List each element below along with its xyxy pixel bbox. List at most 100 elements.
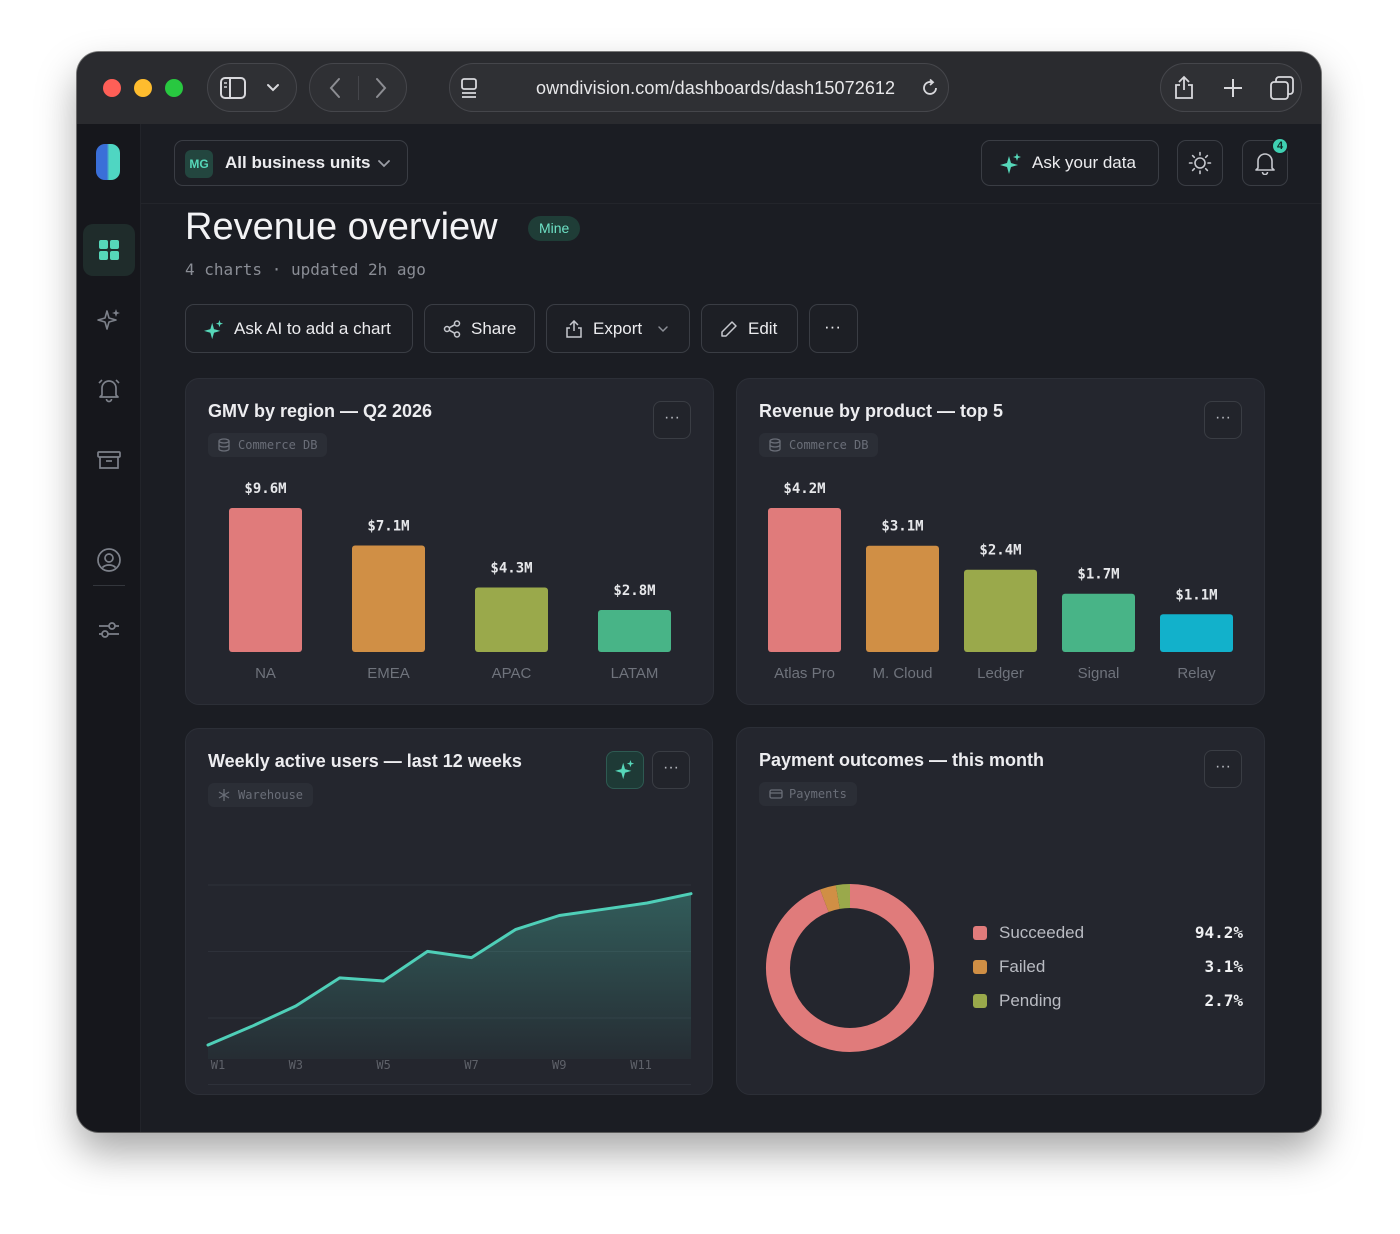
source-tag: Payments — [759, 782, 857, 806]
ask-your-data-button[interactable]: Ask your data — [981, 140, 1159, 186]
owner-badge: Mine — [528, 216, 581, 241]
chart-card-gmv: GMV by region — Q2 2026 Commerce DB ··· … — [185, 378, 714, 705]
minimize-window-button[interactable] — [134, 79, 152, 97]
theme-toggle-button[interactable] — [1177, 140, 1223, 186]
slice-failed[interactable] — [820, 885, 841, 913]
chart-title: GMV by region — Q2 2026 — [208, 401, 433, 421]
bar-latam[interactable] — [598, 610, 671, 652]
sidebar-divider — [93, 585, 125, 586]
more-actions-button[interactable]: ··· — [809, 304, 858, 353]
business-unit-select[interactable]: MG All business units — [174, 140, 408, 186]
chart-card-payments: Payment outcomes — this month Payments ·… — [736, 727, 1265, 1095]
bar-relay[interactable] — [1160, 614, 1233, 652]
bar-category-label: M. Cloud — [872, 665, 932, 682]
bar-atlas-pro[interactable] — [768, 508, 841, 652]
x-tick-label: W1 — [211, 1058, 225, 1072]
sidebar-item-dashboards[interactable] — [83, 224, 135, 276]
bar-value-label: $9.6M — [244, 481, 286, 497]
notification-count-badge: 4 — [1271, 137, 1289, 155]
user-circle-icon — [97, 548, 121, 572]
bar-apac[interactable] — [475, 587, 548, 653]
legend-value: 2.7% — [1204, 991, 1243, 1010]
share-button[interactable]: Share — [424, 304, 535, 353]
sidebar-item-archive[interactable] — [83, 434, 135, 486]
ai-insight-button[interactable] — [606, 751, 644, 789]
legend-swatch — [973, 960, 987, 974]
gmv-bar-chart: $9.6M NA $7.1M EMEA $4.3M APAC $2.8M LATAM — [229, 481, 671, 682]
bar-category-label: LATAM — [611, 665, 659, 682]
legend-item-failed: Failed 3.1% — [973, 955, 1243, 979]
browser-window: owndivision.com/dashboards/dash15072612 — [77, 52, 1321, 1132]
edit-button[interactable]: Edit — [701, 304, 798, 353]
x-tick-label: W3 — [289, 1058, 303, 1072]
slice-succeeded[interactable] — [766, 884, 934, 1052]
sparkle-icon — [1000, 153, 1021, 174]
bar-signal[interactable] — [1062, 593, 1135, 652]
source-tag: Warehouse — [208, 783, 314, 807]
sidebar-toggle-button[interactable] — [207, 63, 297, 112]
chevron-down-icon — [378, 160, 390, 168]
more-actions-label: ··· — [824, 317, 841, 336]
forward-icon[interactable] — [374, 77, 388, 99]
grid-icon — [99, 240, 119, 260]
bar-value-label: $4.3M — [490, 561, 532, 577]
source-label: Commerce DB — [238, 438, 318, 452]
bar-value-label: $3.1M — [881, 519, 923, 535]
legend-swatch — [973, 994, 987, 1008]
close-window-button[interactable] — [103, 79, 121, 97]
legend-label: Succeeded — [999, 923, 1085, 942]
back-icon[interactable] — [328, 77, 342, 99]
address-bar[interactable]: owndivision.com/dashboards/dash15072612 — [449, 63, 949, 112]
app-logo — [96, 144, 120, 180]
legend-value: 3.1% — [1204, 957, 1243, 976]
ask-ai-add-chart-button[interactable]: Ask AI to add a chart — [185, 304, 413, 353]
chart-more-button[interactable]: ··· — [653, 401, 691, 439]
chart-card-product: Revenue by product — top 5 Commerce DB ·… — [736, 378, 1265, 705]
database-icon — [218, 438, 230, 452]
bar-category-label: APAC — [492, 665, 532, 682]
app-header: MG All business units Ask your data — [141, 124, 1321, 204]
new-tab-icon[interactable] — [1222, 77, 1244, 99]
reload-icon[interactable] — [920, 78, 940, 98]
bar-m-cloud[interactable] — [866, 545, 939, 652]
chart-title: Revenue by product — top 5 — [759, 401, 1004, 421]
business-unit-label: All business units — [225, 153, 371, 172]
source-label: Commerce DB — [789, 438, 869, 452]
ask-your-data-label: Ask your data — [1032, 153, 1136, 172]
bar-category-label: EMEA — [367, 665, 410, 682]
bar-value-label: $7.1M — [367, 519, 409, 535]
bar-category-label: Ledger — [977, 665, 1024, 682]
chart-more-button[interactable]: ··· — [1204, 750, 1242, 788]
legend-label: Pending — [999, 991, 1062, 1010]
chart-title: Weekly active users — last 12 weeks — [208, 751, 522, 771]
series-line[interactable] — [206, 892, 693, 1047]
credit-card-icon — [769, 789, 783, 799]
sidebar-item-settings[interactable] — [83, 604, 135, 656]
edit-label: Edit — [748, 319, 778, 338]
sidebar-item-account[interactable] — [83, 534, 135, 586]
archive-icon — [97, 451, 121, 469]
bar-value-label: $1.7M — [1077, 567, 1119, 583]
sidebar-item-alerts[interactable] — [83, 364, 135, 416]
bar-emea[interactable] — [352, 545, 425, 653]
bar-ledger[interactable] — [964, 569, 1037, 652]
export-button[interactable]: Export — [546, 304, 690, 353]
share-icon[interactable] — [1173, 74, 1195, 100]
x-tick-label: W7 — [464, 1058, 478, 1072]
wau-area-chart: W1 W3 W5 W7 W9 W11 — [206, 884, 693, 1085]
slice-pending[interactable] — [835, 884, 851, 909]
page-subtitle: 4 charts · updated 2h ago — [185, 260, 426, 279]
sidebar-item-ai[interactable] — [83, 294, 135, 346]
legend-label: Failed — [999, 957, 1046, 976]
sparkle-icon — [204, 320, 224, 340]
chart-more-button[interactable]: ··· — [1204, 401, 1242, 439]
zoom-window-button[interactable] — [165, 79, 183, 97]
browser-toolbar: owndivision.com/dashboards/dash15072612 — [77, 52, 1321, 124]
payments-donut-chart — [766, 884, 934, 1052]
tab-overview-icon[interactable] — [1269, 75, 1295, 101]
bar-na[interactable] — [229, 508, 302, 652]
bar-category-label: Signal — [1078, 665, 1120, 682]
chart-more-button[interactable]: ··· — [652, 751, 690, 789]
bar-category-label: NA — [255, 665, 276, 682]
chart-card-wau: Weekly active users — last 12 weeks Ware… — [185, 728, 713, 1095]
